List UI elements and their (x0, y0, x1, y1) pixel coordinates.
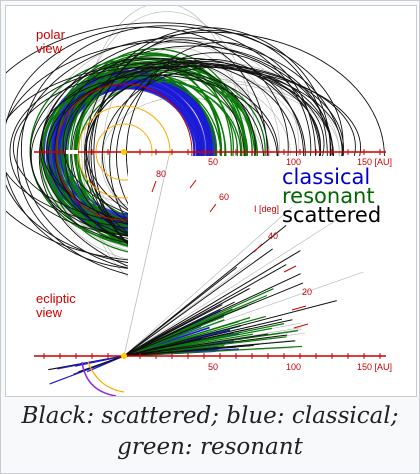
polar-label-line2: view (36, 41, 63, 56)
image-caption: Black: scattered; blue: classical; green… (21, 403, 399, 460)
background-orbit-ray (123, 206, 293, 357)
scattered-orbit-ray (123, 288, 250, 357)
scattered-orbit-ray (123, 328, 251, 357)
legend-scattered: scattered (282, 203, 381, 227)
ecliptic-tick-label-100: 100 (286, 362, 301, 372)
polar-tick-label-150: 150 [AU] (357, 157, 392, 167)
legend-classical: classical (282, 165, 370, 189)
ecliptic-tick-label-150: 150 [AU] (357, 362, 392, 372)
inclination-scale-dash (293, 323, 309, 329)
below-plane-orbit (78, 355, 125, 373)
ecliptic-label-line1: ecliptic (36, 291, 76, 306)
inclination-unit-label: I [deg] (254, 204, 279, 214)
inclination-label-80: 80 (156, 169, 166, 179)
below-plane-curve (87, 361, 125, 393)
ecliptic-sun-marker (121, 353, 127, 359)
ecliptic-axis (34, 353, 386, 359)
ecliptic-view-orbits (123, 155, 364, 357)
ecliptic-below-plane-orbits (48, 355, 125, 396)
inclination-scale-dash (253, 243, 263, 253)
resonant-orbit-ray (123, 345, 303, 357)
below-plane-curve (81, 361, 117, 396)
background-orbit-ray (123, 219, 338, 357)
inclination-scale-dash (283, 265, 297, 273)
inclination-scale-dash (189, 179, 197, 189)
polar-axis (34, 149, 386, 155)
orbit-diagram-svg: polar view ecliptic view 50 100 150 [AU]… (6, 6, 416, 396)
ecliptic-tick-label-50: 50 (208, 362, 218, 372)
inclination-scale-dash (151, 180, 157, 193)
background-orbit-ray (123, 155, 170, 357)
kuiper-belt-diagram: polar view ecliptic view 50 100 150 [AU]… (5, 5, 417, 397)
inclination-scale-dash (209, 203, 217, 213)
scattered-orbit-ray (123, 340, 296, 357)
scattered-orbit-ray (123, 282, 304, 357)
scattered-orbit-ray (123, 273, 301, 357)
polar-axis-gap (66, 150, 78, 154)
legend-resonant: resonant (282, 184, 375, 208)
scattered-orbit-ray (123, 333, 269, 357)
resonant-orbit-ray (123, 317, 251, 357)
ecliptic-label-line2: view (36, 305, 63, 320)
polar-tick-label-50: 50 (208, 157, 218, 167)
inclination-scale-marks (151, 179, 309, 329)
inclination-label-40: 40 (268, 231, 278, 241)
scattered-orbit-ray (123, 334, 288, 357)
scattered-orbit-ray (123, 248, 273, 357)
inclination-label-60: 60 (219, 192, 229, 202)
below-plane-orbit (56, 355, 125, 370)
polar-label-line1: polar (36, 27, 66, 42)
inclination-label-20: 20 (302, 287, 312, 297)
scattered-orbit-ray (123, 250, 301, 357)
polar-tick-label-100: 100 (286, 157, 301, 167)
scattered-orbit-ray (123, 300, 337, 357)
inclination-scale-dash (291, 305, 307, 311)
polar-sun-marker (121, 149, 127, 155)
